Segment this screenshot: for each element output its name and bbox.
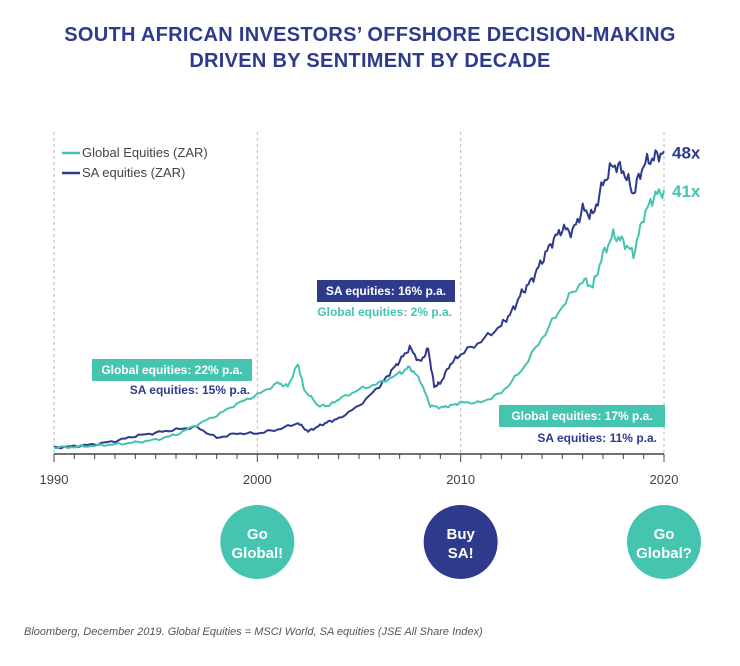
legend-label-sa: SA equities (ZAR) [82, 165, 185, 180]
x-tick-label-2000: 2000 [243, 472, 272, 487]
ann-sa-16: SA equities: 16% p.a. [326, 284, 446, 298]
x-tick-label-1990: 1990 [40, 472, 69, 487]
sentiment-line1-2010: Buy [446, 526, 475, 543]
x-tick-label-2010: 2010 [446, 472, 475, 487]
sentiment-line2-2020: Global? [636, 545, 692, 562]
chart-title-line-1: SOUTH AFRICAN INVESTORS’ OFFSHORE DECISI… [64, 24, 676, 46]
sentiment-circle-2000 [220, 505, 295, 579]
sentiment-line1-2000: Go [247, 526, 268, 543]
sentiment-circle-2020 [627, 505, 701, 579]
ann-sa-16-box [317, 280, 455, 302]
sentiment-circle-2010 [423, 505, 498, 579]
ann-global-22: Global equities: 22% p.a. [101, 363, 242, 377]
line-chart: 48x 41x 1990 2000 2010 2020 Global equities:… [40, 132, 701, 579]
ann-global-2: Global equities: 2% p.a. [317, 305, 452, 319]
sentiment-line2-2000: Global! [231, 545, 283, 562]
ann-global-17: Global equities: 17% p.a. [511, 409, 652, 423]
chart-title-line-2: DRIVEN BY SENTIMENT BY DECADE [189, 50, 551, 72]
ann-global-17-box [499, 405, 665, 427]
sentiment-line1-2020: Go [654, 526, 675, 543]
series-line-sa [53, 149, 665, 450]
legend-label-global: Global Equities (ZAR) [82, 145, 208, 160]
ann-global-22-box [92, 359, 252, 381]
source-note: Bloomberg, December 2019. Global Equitie… [24, 626, 483, 638]
sentiment-line2-2010: SA! [448, 545, 474, 562]
ann-sa-15: SA equities: 15% p.a. [130, 383, 250, 397]
x-tick-label-2020: 2020 [650, 472, 679, 487]
ann-sa-11: SA equities: 11% p.a. [537, 431, 657, 445]
end-label-sa: 48x [672, 143, 701, 162]
end-label-global: 41x [672, 182, 701, 201]
series-line-global [53, 188, 665, 450]
